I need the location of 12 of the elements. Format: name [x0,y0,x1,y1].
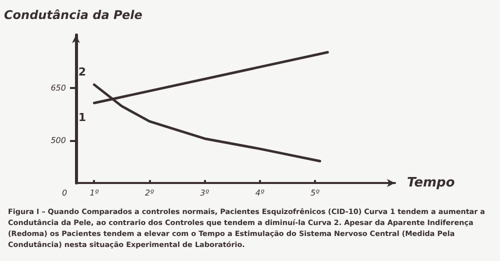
x-tick-label: 4º [255,188,264,198]
y-tick-label: 650 [50,83,66,92]
series-label: 2 [78,66,86,79]
y-tick-label: 500 [50,136,66,146]
x-tick-label: 3º [200,188,210,198]
x-tick-label: 2º [144,188,154,198]
x-tick-label: 1º [90,188,99,198]
series-label: 1 [78,111,86,124]
x-tick-label: 5º [310,188,320,198]
x-axis-title: Tempo [407,176,455,190]
text: 0 [62,188,68,198]
y-axis-title: Condutância da Pele [4,8,142,22]
